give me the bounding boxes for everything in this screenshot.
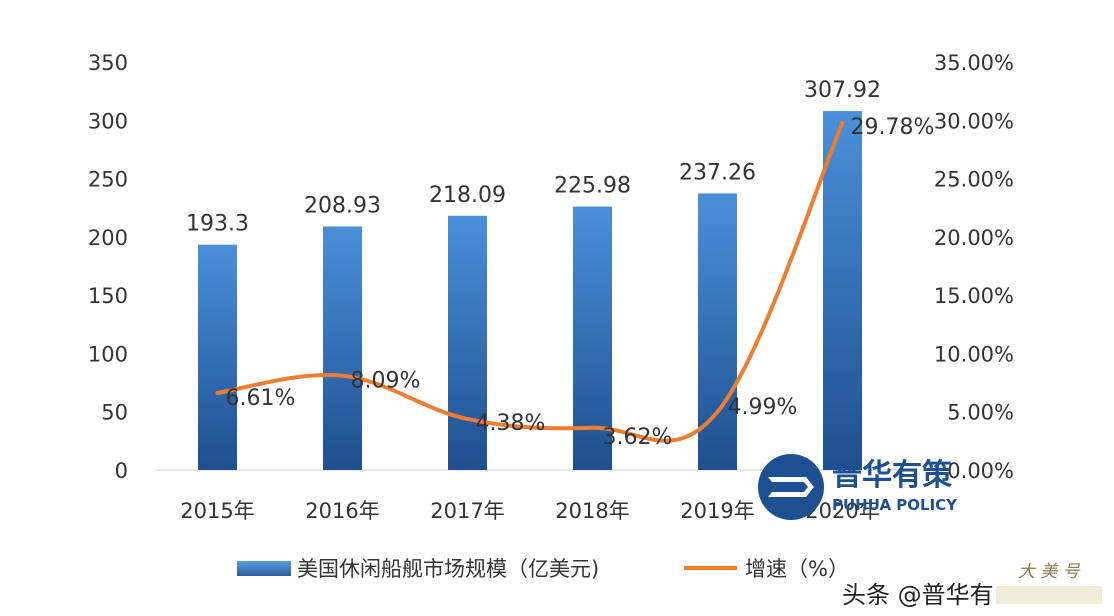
- line-value-label: 4.99%: [728, 395, 798, 420]
- right-axis-tick-label: 0.00%: [947, 459, 1014, 483]
- right-axis-ticks: 0.00% 5.00% 10.00% 15.00% 20.00% 25.00% 30.00%…: [934, 51, 1014, 483]
- line-series: [215, 120, 845, 443]
- line-point: [465, 416, 470, 421]
- bar-value-label: 193.3: [186, 212, 249, 237]
- bar-data-labels: 193.3 208.93 218.09 225.98 237.26 307.92: [186, 78, 881, 237]
- line-data-labels: 6.61% 8.09% 4.38% 3.62% 4.99% 29.78%: [226, 115, 935, 450]
- bar-value-label: 225.98: [554, 174, 631, 199]
- right-axis-tick-label: 20.00%: [934, 226, 1014, 250]
- x-axis-tick-label: 2015年: [180, 499, 254, 523]
- line-value-label: 8.09%: [351, 369, 421, 394]
- right-axis-tick-label: 25.00%: [934, 168, 1014, 192]
- left-axis-tick-label: 250: [88, 168, 128, 192]
- bar-value-label: 218.09: [429, 183, 506, 208]
- legend: 美国休闲船舰市场规模（亿美元) 增速（%）: [237, 557, 849, 581]
- x-axis-tick-labels: 2015年 2016年 2017年 2018年 2019年 2020年: [180, 499, 879, 523]
- x-axis-tick-label: 2016年: [305, 499, 379, 523]
- bar: [198, 244, 237, 470]
- watermark: 头条 @普华有 大 美 号: [842, 562, 1102, 609]
- bar-value-label: 237.26: [679, 160, 756, 185]
- line-value-label: 3.62%: [603, 425, 673, 450]
- right-axis-tick-label: 5.00%: [947, 401, 1014, 425]
- bar: [448, 215, 487, 470]
- line-value-label: 4.38%: [476, 411, 546, 436]
- right-axis-tick-label: 10.00%: [934, 342, 1014, 366]
- line-point: [590, 425, 595, 430]
- left-axis-tick-label: 200: [88, 226, 128, 250]
- left-axis-tick-label: 150: [88, 284, 128, 308]
- legend-label-bar: 美国休闲船舰市场规模（亿美元): [297, 557, 599, 581]
- right-axis-tick-label: 30.00%: [934, 109, 1014, 133]
- watermark-text: 头条 @普华有: [842, 581, 994, 609]
- left-axis-ticks: 0 50 100 150 200 250 300 350: [88, 51, 128, 483]
- logo-name-cn: 普华有策: [832, 458, 952, 493]
- legend-label-line: 增速（%）: [745, 557, 849, 581]
- x-axis-tick-label: 2017年: [430, 499, 504, 523]
- bar-value-label: 307.92: [804, 78, 881, 103]
- puhua-logo: 普华有策 PUHUA POLICY: [758, 454, 958, 520]
- x-axis-tick-label: 2018年: [555, 499, 629, 523]
- right-axis-tick-label: 15.00%: [934, 284, 1014, 308]
- watermark-stamp-icon: 大 美 号: [1018, 562, 1081, 582]
- right-axis-tick-label: 35.00%: [934, 51, 1014, 75]
- line-point: [715, 409, 720, 414]
- left-axis-tick-label: 100: [88, 342, 128, 366]
- bar: [698, 193, 737, 471]
- x-axis-tick-label: 2019年: [680, 499, 754, 523]
- line-point: [340, 373, 345, 378]
- line-value-label: 29.78%: [851, 115, 935, 140]
- line-point: [840, 120, 845, 125]
- left-axis-tick-label: 300: [88, 109, 128, 133]
- line-point: [215, 390, 220, 395]
- bar: [323, 226, 362, 470]
- left-axis-tick-label: 0: [115, 459, 128, 483]
- left-axis-tick-label: 50: [101, 401, 128, 425]
- bar-value-label: 208.93: [304, 193, 381, 218]
- watermark-stamp-underline: [996, 586, 1102, 604]
- bar: [823, 111, 862, 471]
- line-value-label: 6.61%: [226, 386, 296, 411]
- logo-name-en: PUHUA POLICY: [832, 496, 958, 514]
- legend-swatch-bar: [237, 561, 291, 576]
- left-axis-tick-label: 350: [88, 51, 128, 75]
